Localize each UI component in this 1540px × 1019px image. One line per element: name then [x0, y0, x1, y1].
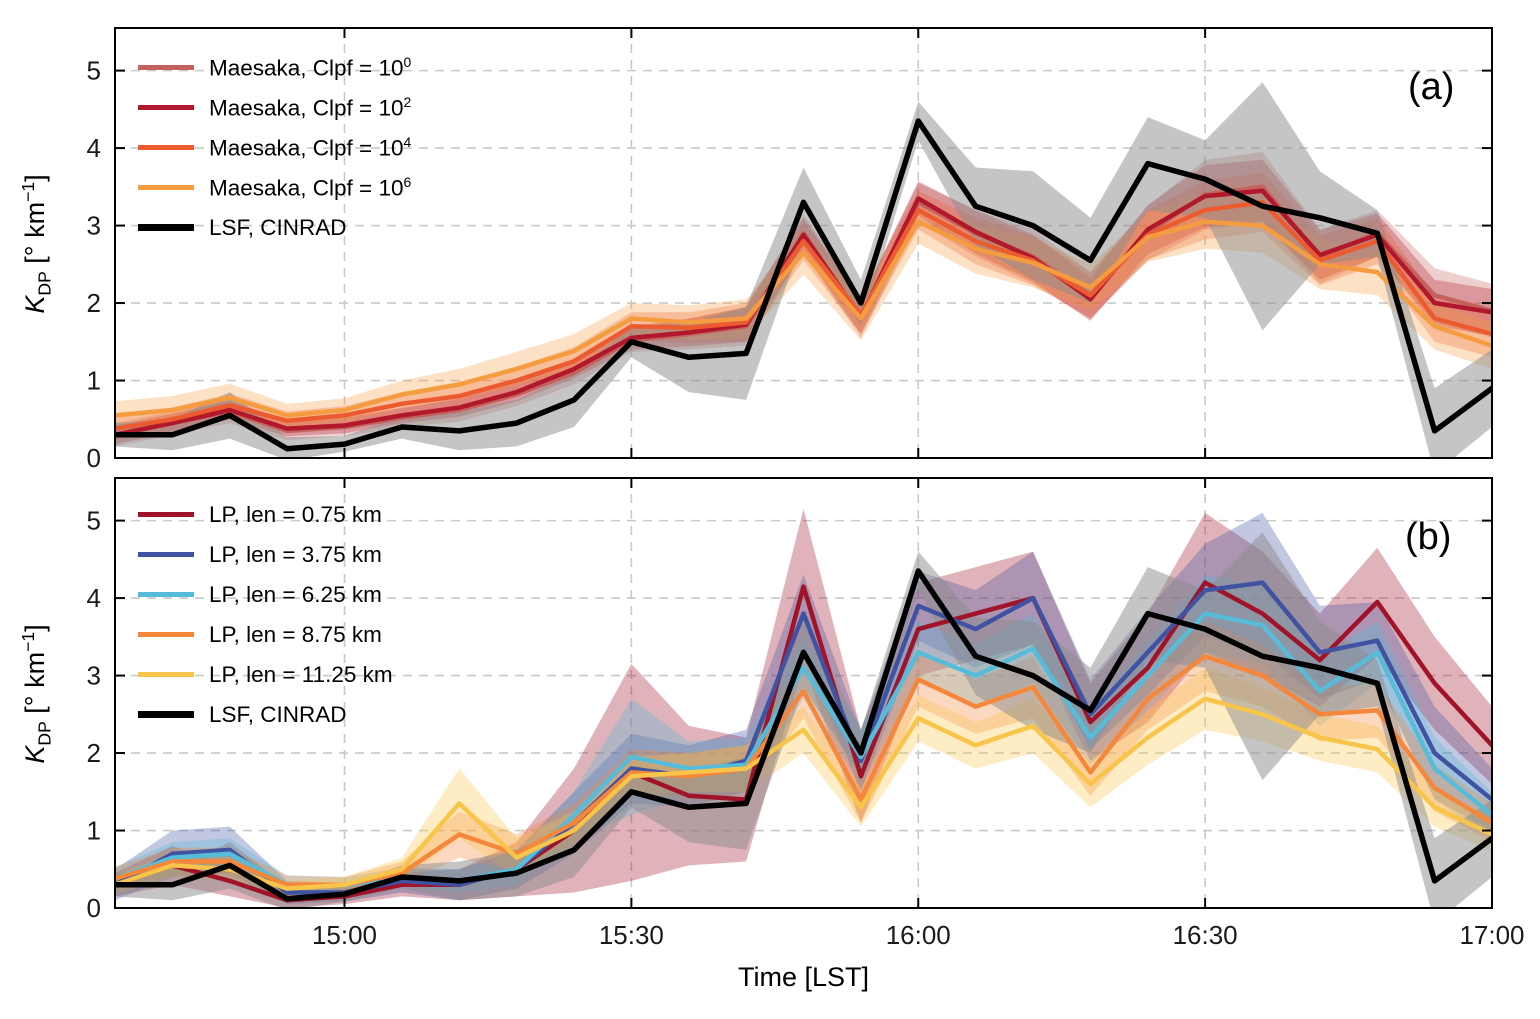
svg-text:5: 5	[87, 56, 101, 86]
svg-text:17:00: 17:00	[1459, 920, 1524, 950]
legend-item-3: LP, len = 8.75 km	[138, 622, 393, 647]
legend-panel-b: LP, len = 0.75 km LP, len = 3.75 km LP, le…	[138, 502, 393, 727]
legend-label: Maesaka, Clpf = 106	[209, 173, 412, 201]
legend-swatch	[138, 632, 194, 637]
svg-text:3: 3	[87, 661, 101, 691]
panel-(a)-lines	[115, 118, 1492, 452]
svg-text:16:00: 16:00	[886, 920, 951, 950]
svg-text:1: 1	[87, 366, 101, 396]
svg-text:0: 0	[87, 443, 101, 473]
svg-text:1: 1	[87, 816, 101, 846]
legend-item-5: LSF, CINRAD	[138, 702, 393, 727]
legend-swatch	[138, 145, 194, 150]
panel-label-b: (b)	[1405, 516, 1452, 558]
legend-item-2: LP, len = 6.25 km	[138, 582, 393, 607]
legend-item-1: Maesaka, Clpf = 102	[138, 93, 412, 121]
legend-swatch	[138, 552, 194, 557]
svg-text:16:30: 16:30	[1173, 920, 1238, 950]
svg-text:3: 3	[87, 211, 101, 241]
ylabel-superscript: −1	[18, 631, 38, 652]
svg-text:2: 2	[87, 738, 101, 768]
ylabel-superscript: −1	[18, 181, 38, 202]
svg-text:15:30: 15:30	[599, 920, 664, 950]
ylabel-subscript: DP	[34, 271, 55, 296]
legend-item-0: LP, len = 0.75 km	[138, 502, 393, 527]
panel-(a)-ytick-labels: 0 1 2 3 4 5	[87, 56, 101, 473]
legend-label: LP, len = 6.25 km	[209, 581, 382, 607]
svg-text:4: 4	[87, 133, 101, 163]
ylabel-subscript: DP	[34, 721, 55, 746]
legend-swatch	[138, 105, 194, 110]
legend-item-3: Maesaka, Clpf = 106	[138, 173, 412, 201]
legend-item-2: Maesaka, Clpf = 104	[138, 133, 412, 161]
panel-label-a: (a)	[1408, 66, 1455, 108]
legend-label: Maesaka, Clpf = 104	[209, 133, 412, 161]
ylabel-units-post: ]	[20, 174, 50, 182]
legend-swatch	[138, 711, 194, 718]
legend-label: LP, len = 8.75 km	[209, 621, 382, 647]
legend-swatch	[138, 672, 194, 677]
ylabel-symbol: K	[20, 745, 50, 764]
x-axis-label: Time [LST]	[737, 962, 870, 992]
svg-text:0: 0	[87, 893, 101, 923]
legend-swatch	[138, 185, 194, 190]
svg-text:2: 2	[87, 288, 101, 318]
svg-text:4: 4	[87, 583, 101, 613]
legend-item-0: Maesaka, Clpf = 100	[138, 53, 412, 81]
legend-swatch	[138, 224, 194, 231]
svg-text:5: 5	[87, 506, 101, 536]
svg-text:15:00: 15:00	[312, 920, 377, 950]
legend-label: LP, len = 0.75 km	[209, 501, 382, 527]
legend-label: LP, len = 11.25 km	[209, 661, 393, 687]
legend-item-1: LP, len = 3.75 km	[138, 542, 393, 567]
y-axis-label-panel-a: KDP [° km−1]	[18, 94, 54, 394]
legend-swatch	[138, 65, 194, 70]
legend-panel-a: Maesaka, Clpf = 100 Maesaka, Clpf = 102 Ma…	[138, 53, 412, 240]
panel-(b)-ytick-labels: 0 1 2 3 4 5	[87, 506, 101, 923]
xtick-labels: 15:00 15:30 16:00 16:30 17:00	[312, 920, 1525, 950]
panel-(b)-axes	[114, 477, 1493, 909]
legend-item-4: LSF, CINRAD	[138, 215, 411, 240]
ylabel-units-pre: [° km	[20, 201, 50, 272]
legend-label: LSF, CINRAD	[209, 701, 347, 727]
legend-swatch	[138, 512, 194, 517]
y-axis-label-panel-b: KDP [° km−1]	[18, 544, 54, 844]
legend-label: LSF, CINRAD	[209, 214, 347, 240]
panel-(a)-axes	[114, 27, 1493, 459]
legend-label: Maesaka, Clpf = 100	[209, 53, 412, 81]
panel-(b)-lines	[115, 568, 1492, 903]
legend-swatch	[138, 592, 194, 597]
ylabel-units-post: ]	[20, 624, 50, 632]
legend-label: Maesaka, Clpf = 102	[209, 93, 412, 121]
ylabel-units-pre: [° km	[20, 651, 50, 722]
ylabel-symbol: K	[20, 295, 50, 314]
legend-label: LP, len = 3.75 km	[209, 541, 382, 567]
legend-item-4: LP, len = 11.25 km	[138, 662, 393, 687]
